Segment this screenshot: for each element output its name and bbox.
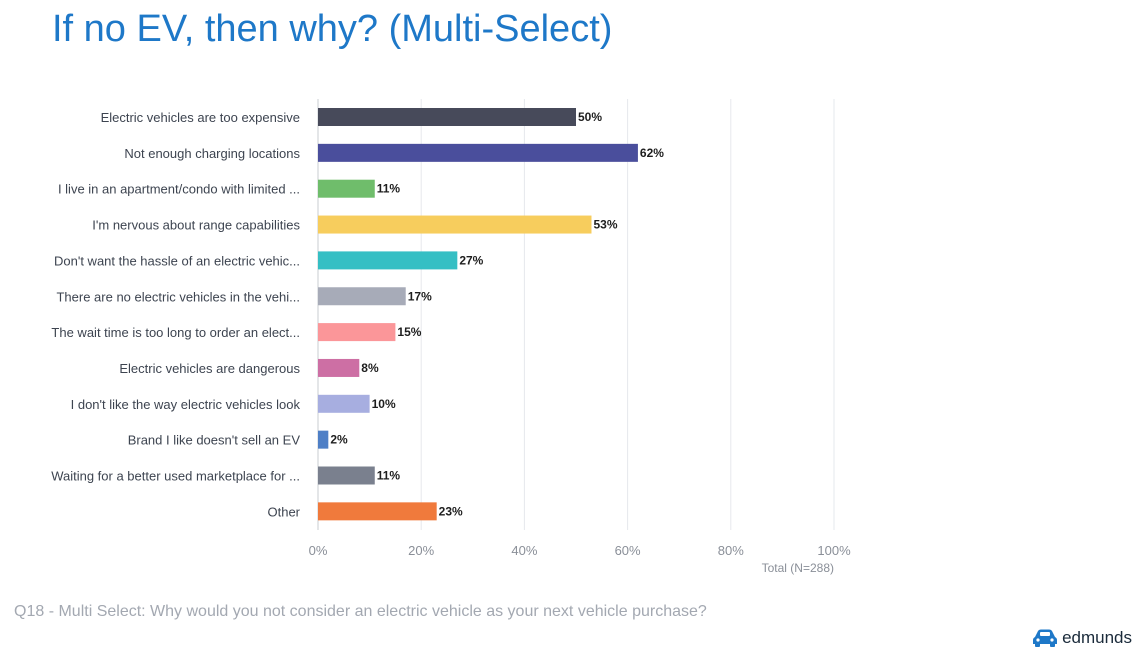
x-tick-label: 60% (615, 543, 641, 558)
category-label: Other (267, 504, 300, 519)
x-tick-label: 20% (408, 543, 434, 558)
bar (318, 430, 329, 449)
bar (318, 466, 375, 485)
bar-value-label: 8% (361, 361, 379, 375)
category-label: Waiting for a better used marketplace fo… (51, 469, 300, 484)
bar-value-label: 27% (459, 253, 483, 267)
category-label: Electric vehicles are too expensive (101, 110, 300, 125)
category-label: There are no electric vehicles in the ve… (56, 289, 300, 304)
brand-logo: edmunds (1032, 628, 1132, 648)
bar-value-label: 11% (377, 469, 401, 483)
category-label: The wait time is too long to order an el… (51, 325, 300, 340)
category-label: Don't want the hassle of an electric veh… (54, 253, 300, 268)
bar (318, 108, 576, 126)
bar (318, 251, 458, 270)
page-title: If no EV, then why? (Multi-Select) (52, 8, 613, 50)
x-tick-label: 100% (817, 543, 851, 558)
bar (318, 179, 375, 198)
bar-value-label: 50% (578, 110, 602, 124)
category-label: I'm nervous about range capabilities (92, 218, 300, 233)
grid-lines (317, 99, 835, 530)
category-label: I don't like the way electric vehicles l… (71, 397, 301, 412)
category-label: Electric vehicles are dangerous (119, 361, 300, 376)
x-tick-label: 80% (718, 543, 744, 558)
x-tick-label: 0% (309, 543, 328, 558)
bar-value-label: 11% (377, 182, 401, 196)
category-label: Brand I like doesn't sell an EV (128, 433, 301, 448)
bar (318, 287, 406, 306)
brand-name: edmunds (1062, 628, 1132, 647)
bars: 50% 62% 11% 53% 27% 17% 15% 8% 10% 2% 11% 23% (318, 108, 664, 521)
x-axis: 0% 20% 40% 60% 80% 100% (309, 543, 851, 558)
bar-value-label: 15% (397, 325, 421, 339)
bar (318, 394, 370, 413)
bar-value-label: 23% (439, 504, 463, 518)
bar-value-label: 2% (330, 433, 348, 447)
bar (318, 502, 437, 521)
bar-value-label: 53% (593, 218, 617, 232)
category-labels: Electric vehicles are too expensive Not e… (51, 110, 300, 519)
bar (318, 143, 638, 162)
bar-value-label: 17% (408, 289, 432, 303)
category-label: I live in an apartment/condo with limite… (58, 182, 300, 197)
total-note: Total (N=288) (762, 561, 834, 575)
bar-value-label: 62% (640, 146, 664, 160)
x-tick-label: 40% (511, 543, 537, 558)
bar-chart: 50% 62% 11% 53% 27% 17% 15% 8% 10% 2% 11% 23% Elect… (51, 99, 851, 575)
car-icon (1033, 629, 1058, 647)
bar (318, 215, 592, 234)
category-label: Not enough charging locations (124, 146, 300, 161)
bar (318, 358, 360, 377)
bar-value-label: 10% (372, 397, 396, 411)
bar (318, 323, 396, 342)
question-footnote: Q18 - Multi Select: Why would you not co… (14, 603, 707, 620)
